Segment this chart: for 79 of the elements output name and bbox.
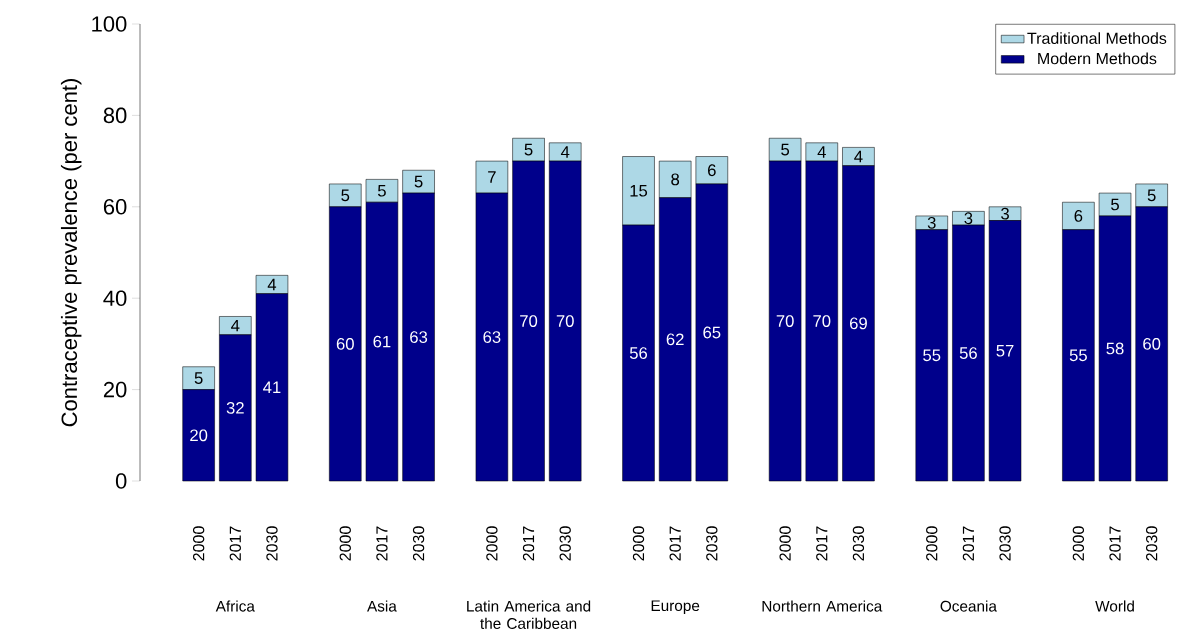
x-tick-label: 2030 [706,526,718,561]
data-label: 3 [1001,207,1009,220]
y-tick-label: 80 [103,107,127,124]
text: Asia [367,600,397,612]
text: Africa [215,600,255,612]
x-tick-label: 2017 [376,526,388,561]
data-label: 5 [524,143,533,156]
data-label: 57 [996,344,1014,357]
data-label: 65 [703,326,721,339]
data-label: 55 [923,349,941,362]
text: Oceania [940,600,997,612]
data-label: 41 [263,381,281,394]
data-label: 60 [336,338,354,350]
data-label: 5 [414,175,423,188]
x-tick-label: 2000 [779,526,791,561]
data-label: 70 [776,315,794,327]
text: World [1095,600,1134,612]
data-label: 55 [1069,349,1087,362]
x-tick-label: 2030 [1146,526,1158,561]
x-tick-label: 2017 [229,526,241,561]
data-label: 60 [1143,338,1161,350]
data-label: 5 [1147,189,1156,202]
data-label: 58 [1106,342,1124,355]
data-label: 56 [959,347,977,359]
data-label: 8 [671,173,680,186]
data-label: 7 [488,171,496,183]
x-tick-label: 2030 [999,526,1011,561]
y-tick-label: 20 [103,381,127,398]
data-label: 3 [964,212,973,225]
x-tick-label: 2017 [1109,526,1121,561]
x-tick-label: 2017 [522,526,535,561]
data-label: 20 [190,429,208,442]
x-tick-label: 2017 [962,526,975,561]
x-tick-label: 2000 [339,526,351,561]
data-label: 15 [630,185,648,197]
data-label: 4 [231,319,240,332]
y-tick-label: 40 [103,290,127,306]
data-label: 63 [410,331,428,343]
x-tick-label: 2017 [669,526,681,561]
x-tick-label: 2000 [926,526,938,561]
data-label: 69 [850,317,867,330]
x-tick-label: 2000 [193,526,205,561]
data-label: 4 [854,150,863,163]
data-label: 5 [1111,198,1119,211]
data-label: 6 [708,164,716,177]
data-label: 62 [666,333,684,346]
data-label: 70 [520,315,538,327]
text: Latin America and the Caribbean [467,600,591,629]
data-label: 61 [373,335,391,348]
x-tick-label: 2030 [266,526,278,561]
x-tick-label: 2030 [412,526,425,561]
x-tick-label: 2000 [1072,526,1085,561]
y-tick-label: 0 [115,473,127,489]
y-tick-label: 100 [92,16,127,32]
data-label: 5 [781,143,790,156]
data-label: 56 [629,347,648,359]
data-label: 4 [817,146,826,158]
data-label: 63 [483,331,501,343]
text: Europe [651,600,700,615]
x-tick-label: 2000 [632,526,645,561]
x-tick-label: 2017 [816,526,828,561]
data-label: 4 [267,278,277,291]
data-label: 70 [813,315,831,327]
x-tick-label: 2030 [559,526,571,561]
x-tick-label: 2000 [486,526,498,561]
legend-label: Modern Methods [1038,52,1157,65]
text: Northern America [762,600,883,612]
data-label: 5 [377,185,386,197]
data-label: 4 [560,146,570,158]
legend-label: Traditional Methods [1027,32,1167,45]
data-label: 5 [194,372,203,384]
data-label: 5 [341,189,350,202]
data-label: 32 [226,401,244,414]
x-tick-label: 2030 [852,526,865,561]
y-tick-label: 60 [103,199,127,215]
data-label: 70 [556,315,574,327]
data-label: 3 [927,216,936,229]
y-axis-title: Contraceptive prevalence (per cent) [60,79,82,427]
data-label: 6 [1074,210,1083,222]
